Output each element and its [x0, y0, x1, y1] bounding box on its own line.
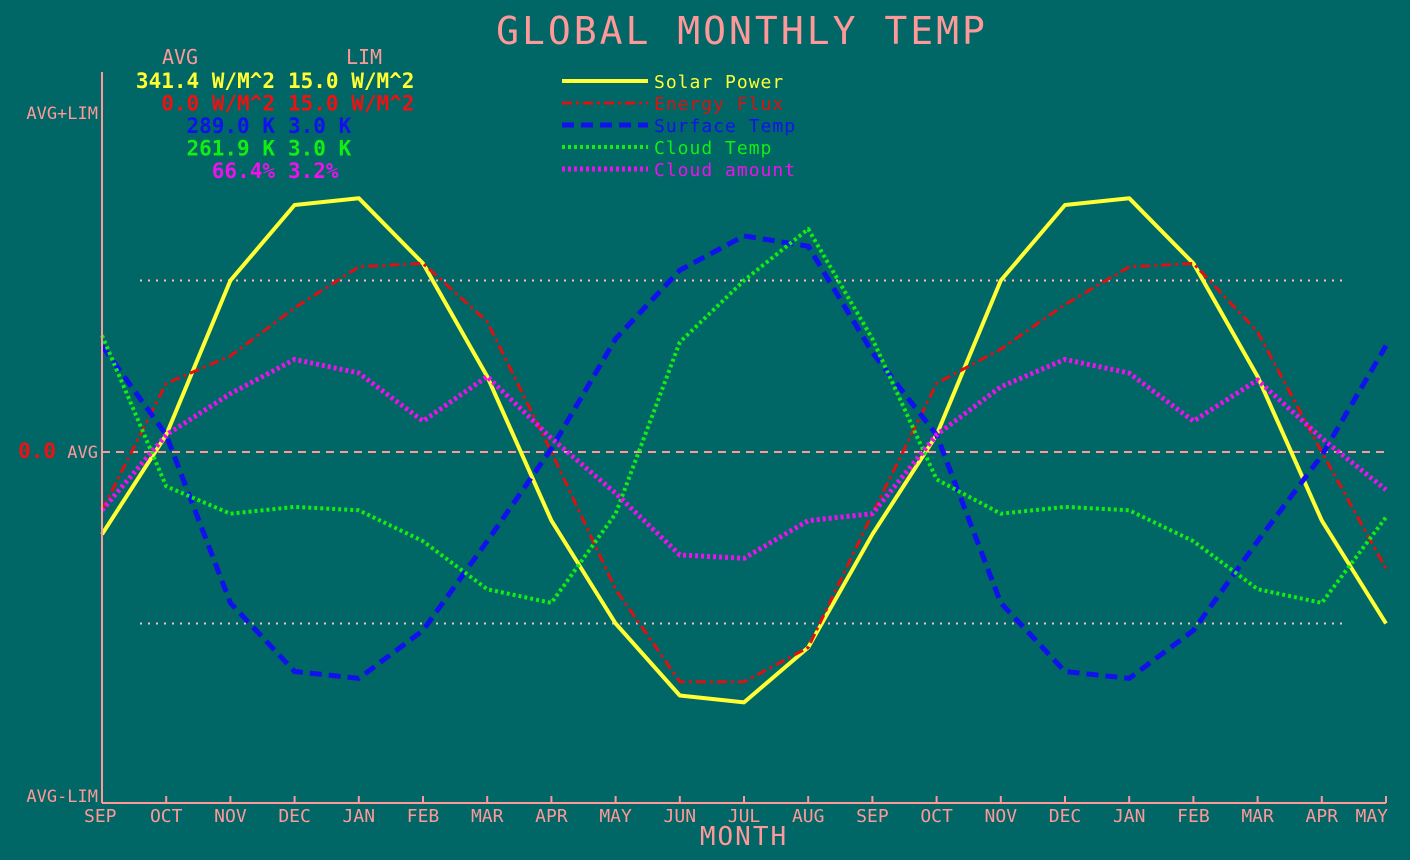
chart-title: GLOBAL MONTHLY TEMP: [496, 9, 988, 53]
x-tick-label: DEC: [278, 806, 311, 827]
x-axis-label: MONTH: [700, 822, 788, 852]
x-tick-label: MAR: [1241, 806, 1274, 827]
x-tick-label: SEP: [856, 806, 889, 827]
x-tick-label: FEB: [1177, 806, 1210, 827]
series-lines: [99, 196, 1389, 705]
x-tick-label: NOV: [214, 806, 247, 827]
stat-lim: 3.2%: [288, 159, 339, 183]
series-line-2: [99, 233, 1389, 681]
stat-avg: 289.0 K: [186, 114, 275, 138]
x-tick-label: NOV: [985, 806, 1018, 827]
y-tick-mid: AVG: [67, 443, 98, 463]
x-tick-label: APR: [1306, 806, 1339, 827]
x-tick-label: APR: [535, 806, 568, 827]
stats-header-lim: LIM: [346, 45, 382, 69]
series-line-1: [100, 261, 1388, 684]
stats-table: 341.4 W/M^2 15.0 W/M^2 0.0 W/M^2 15.0 W/M^2…: [136, 69, 415, 183]
x-tick-label: JUN: [664, 806, 697, 827]
stat-avg: 66.4%: [212, 159, 276, 183]
stat-lim: 15.0 W/M^2: [288, 69, 414, 93]
stat-lim: 15.0 W/M^2: [288, 92, 414, 116]
x-tick-label: OCT: [920, 806, 953, 827]
x-tick-label: MAR: [471, 806, 504, 827]
legend-label: Cloud Temp: [654, 138, 772, 159]
y-mid-value: 0.0: [18, 439, 56, 463]
series-line-0: [100, 196, 1388, 705]
legend-label: Solar Power: [654, 72, 784, 93]
legend-label: Cloud amount: [654, 160, 796, 181]
x-tick-label: AUG: [792, 806, 825, 827]
x-tick-label: MAY: [1355, 806, 1388, 827]
x-tick-label: FEB: [407, 806, 440, 827]
stat-lim: 3.0 K: [288, 137, 352, 161]
stat-lim: 3.0 K: [288, 114, 352, 138]
x-tick-label: OCT: [150, 806, 183, 827]
y-tick-top: AVG+LIM: [26, 104, 98, 124]
x-tick-label: DEC: [1049, 806, 1082, 827]
y-tick-bottom: AVG-LIM: [26, 787, 98, 807]
stat-avg: 341.4 W/M^2: [136, 69, 275, 93]
x-tick-label: JAN: [343, 806, 376, 827]
stat-avg: 261.9 K: [186, 137, 275, 161]
x-tick-label: JUL: [728, 806, 761, 827]
x-ticks: SEP OCT NOV DEC JAN FEB MAR APR MAY JUN JUL AUG SEP O…: [84, 796, 1388, 827]
reference-lines: [102, 279, 1386, 625]
x-tick-label: MAY: [599, 806, 632, 827]
legend-label: Energy Flux: [654, 94, 784, 115]
stat-avg: 0.0 W/M^2: [161, 92, 275, 116]
stats-header-avg: AVG: [162, 45, 198, 69]
x-tick-label: SEP: [84, 806, 117, 827]
legend-label: Surface Temp: [654, 116, 796, 137]
x-tick-label: JAN: [1113, 806, 1146, 827]
series-line-3: [100, 227, 1388, 605]
series-line-4: [100, 356, 1388, 561]
